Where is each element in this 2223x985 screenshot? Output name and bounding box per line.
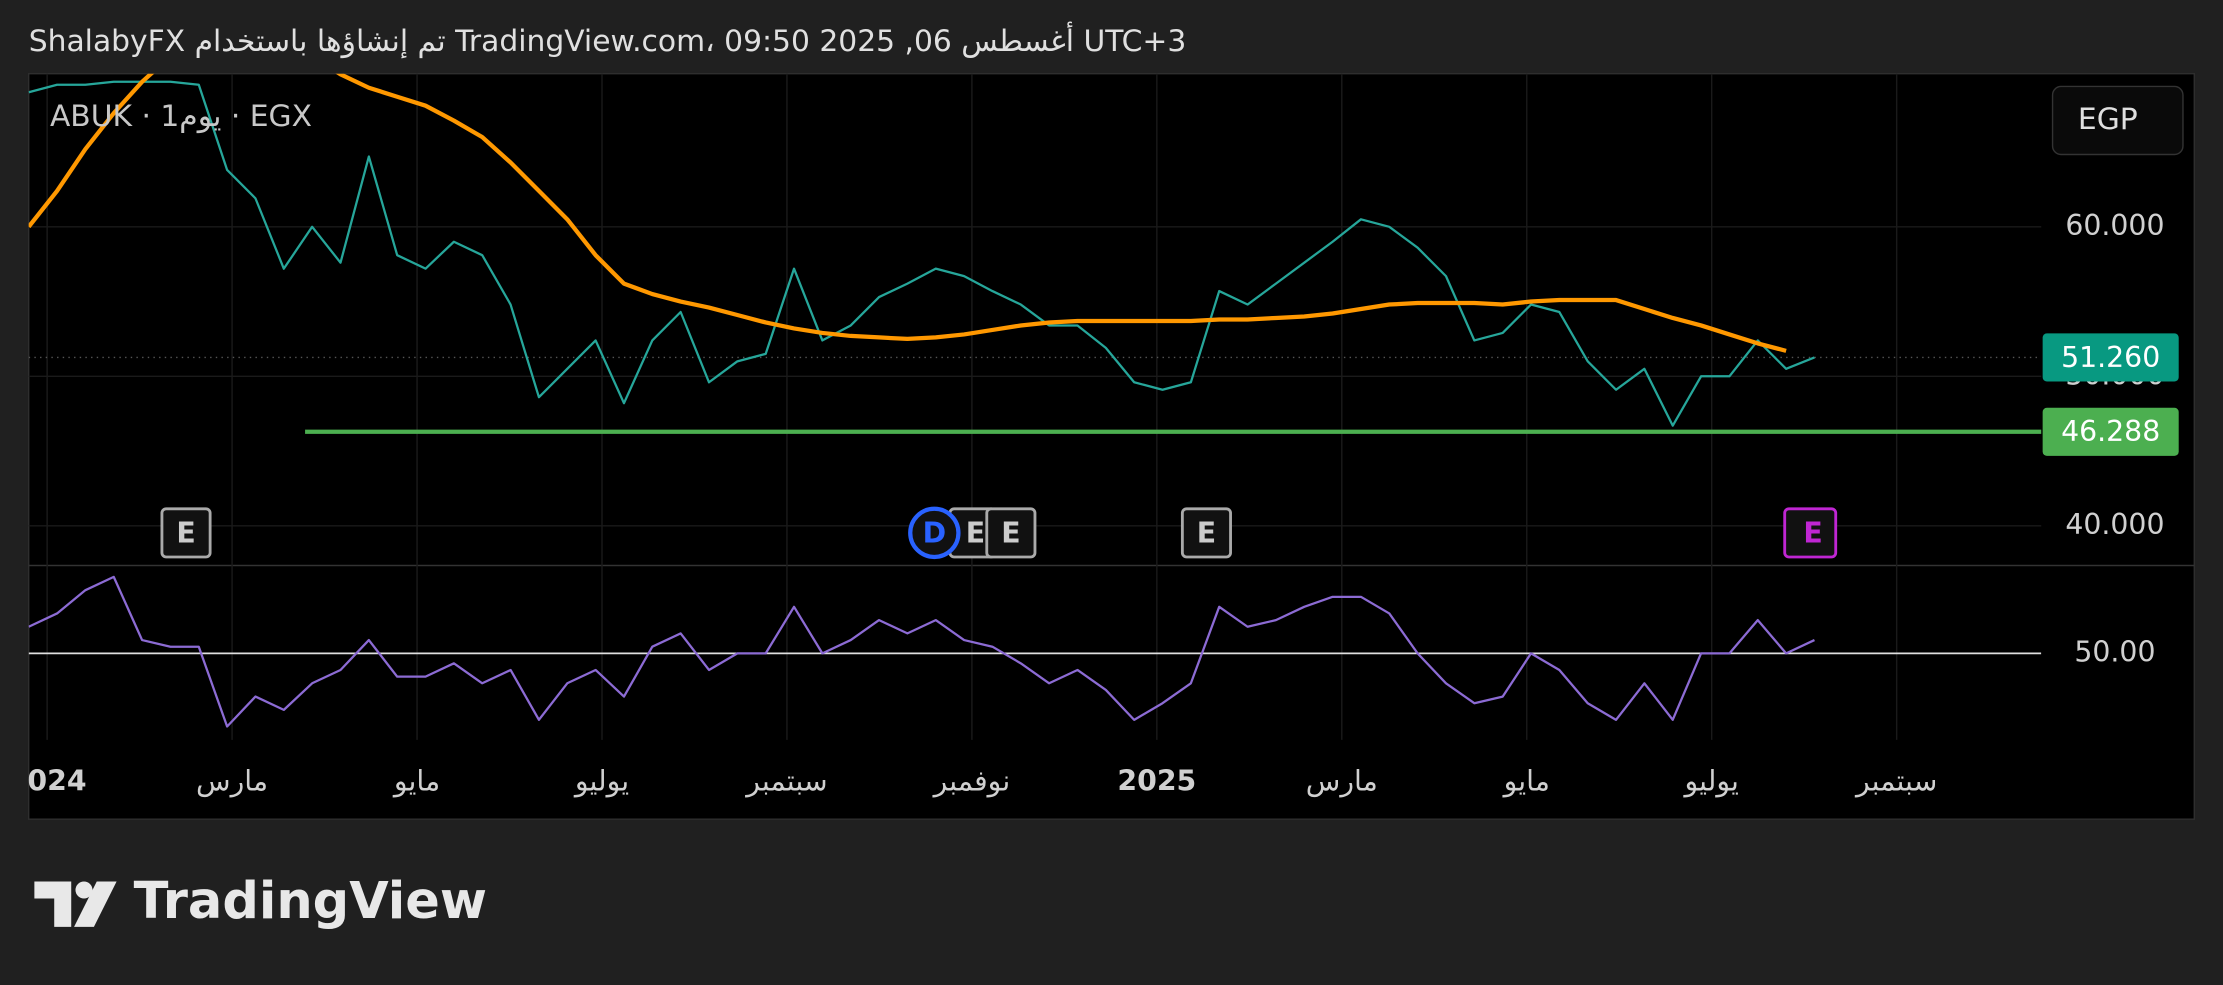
x-tick-label: يوليو	[573, 764, 629, 797]
currency-button[interactable]	[2051, 85, 2184, 156]
x-tick-label: 2025	[1117, 764, 1196, 797]
event-label[interactable]: E	[1197, 516, 1216, 549]
header-text: ShalabyFX تم إنشاؤها باستخدام TradingVie…	[29, 20, 1187, 59]
series-line	[28, 575, 1815, 728]
event-circle[interactable]	[908, 506, 961, 560]
logo-shape	[74, 881, 117, 927]
series-line	[28, 80, 1815, 427]
x-tick-label: نوفمبر	[932, 764, 1011, 797]
level-label: 46.288	[2061, 415, 2160, 448]
footer-brand: TradingView	[134, 872, 487, 931]
y-tick-label: 60.000	[2065, 209, 2164, 242]
y-tick-label: 40.000	[2065, 508, 2164, 541]
currency-label[interactable]: EGP	[2078, 102, 2138, 137]
event-box[interactable]	[1180, 507, 1232, 559]
x-tick-label: يوليو	[1683, 764, 1739, 797]
chart-panel	[28, 72, 2195, 820]
footer-logo: TradingView	[34, 872, 487, 931]
x-tick-label: 2024	[8, 764, 87, 797]
x-tick-label: مارس	[196, 764, 268, 797]
logo-shape	[34, 881, 72, 927]
last-price-badge	[2042, 333, 2179, 382]
last-price-label: 51.260	[2061, 341, 2160, 374]
level-badge	[2042, 407, 2179, 456]
x-tick-label: مارس	[1306, 764, 1378, 797]
price-pane	[28, 73, 2042, 427]
x-tick-label: مايو	[392, 764, 440, 797]
rsi-pane	[28, 575, 2042, 728]
x-tick-label: سبتمبر	[1854, 764, 1937, 797]
moving-average	[28, 73, 1787, 353]
y-tick-label: 50.00	[2074, 635, 2155, 668]
x-axis: 2024 مارس مايو يوليو سبتمبر نوفمبر 2025 مارس ماي…	[8, 764, 1938, 797]
symbol-label: ABUK · 1يوم · EGX	[50, 99, 312, 134]
event-label[interactable]: E	[966, 516, 985, 549]
event-box[interactable]	[1783, 507, 1838, 559]
event-label[interactable]: E	[176, 516, 195, 549]
event-label[interactable]: E	[1001, 516, 1020, 549]
grid	[28, 73, 2042, 740]
event-box[interactable]	[985, 507, 1037, 559]
x-tick-label: مايو	[1502, 764, 1550, 797]
event-label[interactable]: E	[1803, 516, 1822, 549]
event-label[interactable]: D	[923, 516, 947, 549]
logo-shape	[75, 881, 93, 899]
event-box[interactable]	[160, 507, 212, 559]
event-markers: E D E E E E	[160, 506, 1838, 560]
x-tick-label: سبتمبر	[744, 764, 827, 797]
